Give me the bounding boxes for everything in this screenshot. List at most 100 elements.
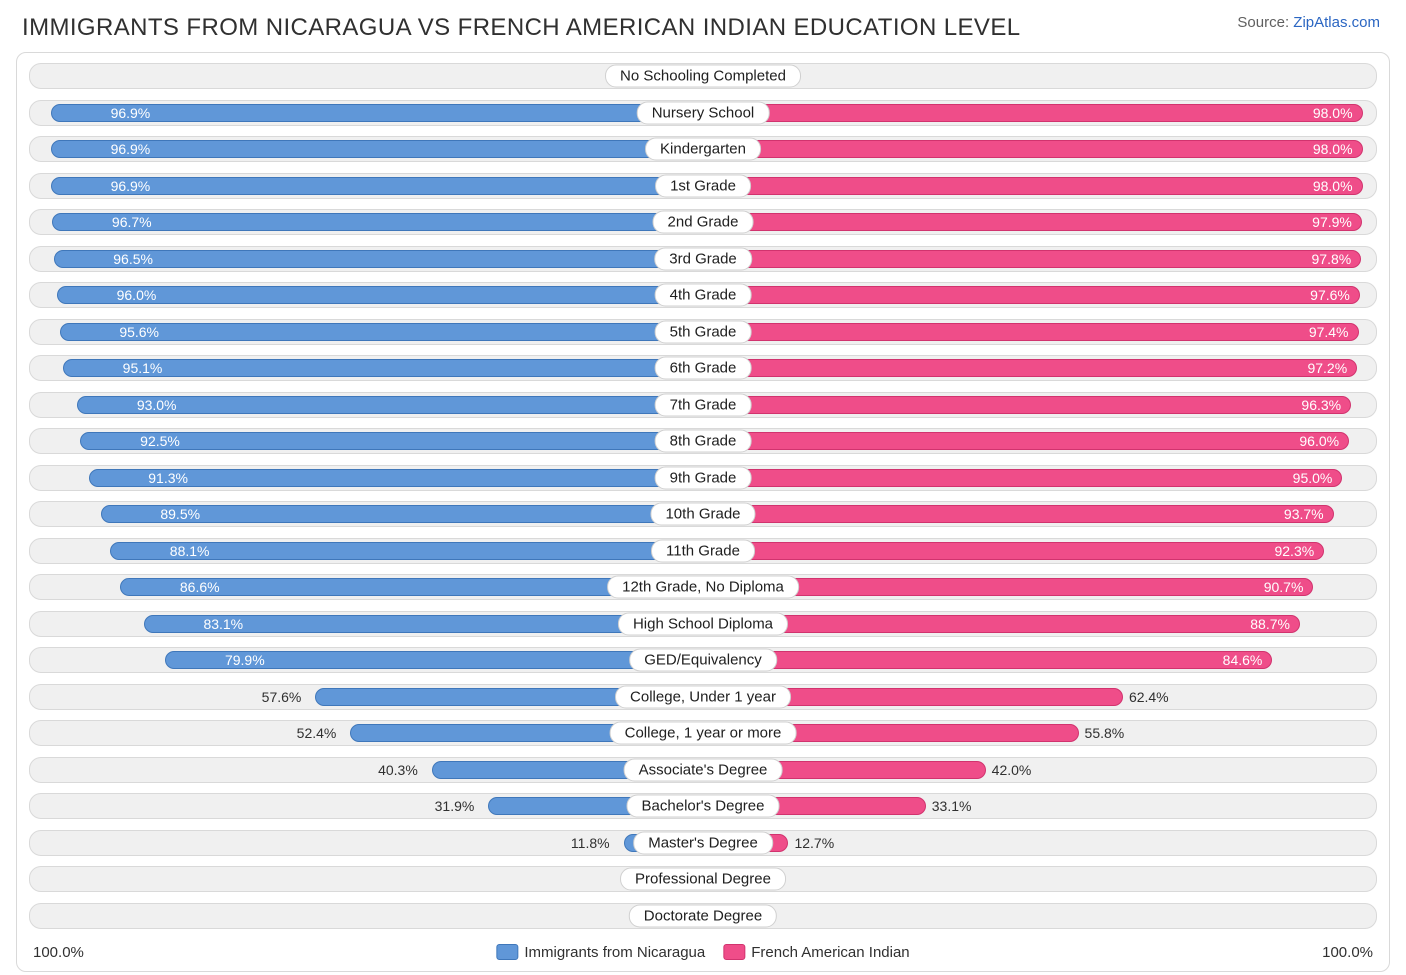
pct-left: 92.5% bbox=[130, 433, 180, 449]
bar-right bbox=[703, 177, 1363, 195]
legend-right-label: French American Indian bbox=[751, 944, 909, 961]
category-label: 12th Grade, No Diploma bbox=[607, 576, 799, 599]
bar-right bbox=[703, 359, 1357, 377]
category-label: 10th Grade bbox=[650, 503, 755, 526]
bar-right bbox=[703, 505, 1334, 523]
pct-left: 83.1% bbox=[193, 616, 243, 632]
category-label: High School Diploma bbox=[618, 612, 788, 635]
legend-swatch-left bbox=[496, 944, 518, 960]
chart-row: 96.7% 97.9% 2nd Grade bbox=[29, 209, 1377, 235]
chart-row: 96.9% 98.0% Nursery School bbox=[29, 100, 1377, 126]
pct-right: 84.6% bbox=[1223, 652, 1273, 668]
category-label: GED/Equivalency bbox=[629, 649, 777, 672]
category-label: Master's Degree bbox=[633, 831, 773, 854]
category-label: 8th Grade bbox=[655, 430, 752, 453]
pct-right: 88.7% bbox=[1250, 616, 1300, 632]
bar-right bbox=[703, 396, 1351, 414]
chart-row: 93.0%96.3%7th Grade bbox=[29, 392, 1377, 418]
pct-left: 52.4% bbox=[297, 725, 345, 741]
chart-row: 57.6% 62.4% College, Under 1 year bbox=[29, 684, 1377, 710]
chart-row: 95.6%97.4%5th Grade bbox=[29, 319, 1377, 345]
category-label: Doctorate Degree bbox=[629, 904, 777, 927]
pct-right: 97.9% bbox=[1312, 214, 1362, 230]
pct-left: 57.6% bbox=[262, 689, 310, 705]
source-prefix: Source: bbox=[1237, 14, 1293, 31]
pct-right: 96.3% bbox=[1301, 397, 1351, 413]
bar-right bbox=[703, 213, 1362, 231]
bar-right bbox=[703, 250, 1361, 268]
category-label: College, Under 1 year bbox=[615, 685, 791, 708]
pct-left: 96.0% bbox=[107, 287, 157, 303]
pct-right: 96.0% bbox=[1299, 433, 1349, 449]
pct-right: 97.6% bbox=[1310, 287, 1360, 303]
chart-row: 1.4%1.6%Doctorate Degree bbox=[29, 903, 1377, 929]
chart-row: 91.3% 95.0% 9th Grade bbox=[29, 465, 1377, 491]
pct-left: 40.3% bbox=[378, 762, 426, 778]
pct-right: 97.4% bbox=[1309, 324, 1359, 340]
pct-left: 31.9% bbox=[435, 798, 483, 814]
pct-right: 98.0% bbox=[1313, 105, 1363, 121]
category-label: Associate's Degree bbox=[624, 758, 783, 781]
pct-right: 33.1% bbox=[932, 798, 972, 814]
source-link[interactable]: ZipAtlas.com bbox=[1293, 14, 1380, 31]
legend-left-label: Immigrants from Nicaragua bbox=[524, 944, 705, 961]
pct-left: 96.9% bbox=[101, 141, 151, 157]
chart-row: 96.0% 97.6% 4th Grade bbox=[29, 282, 1377, 308]
chart-row: 11.8%12.7%Master's Degree bbox=[29, 830, 1377, 856]
bar-right bbox=[703, 615, 1300, 633]
category-label: 4th Grade bbox=[655, 284, 752, 307]
legend-swatch-right bbox=[723, 944, 745, 960]
category-label: 6th Grade bbox=[655, 357, 752, 380]
chart-row: 96.9% 98.0% 1st Grade bbox=[29, 173, 1377, 199]
pct-right: 97.8% bbox=[1312, 251, 1362, 267]
bar-right bbox=[703, 286, 1360, 304]
pct-right: 98.0% bbox=[1313, 178, 1363, 194]
chart-row: 96.5% 97.8% 3rd Grade bbox=[29, 246, 1377, 272]
pct-right: 92.3% bbox=[1274, 543, 1324, 559]
bar-right bbox=[703, 469, 1342, 487]
pct-left: 96.9% bbox=[101, 178, 151, 194]
pct-right: 97.2% bbox=[1307, 360, 1357, 376]
pct-left: 95.6% bbox=[109, 324, 159, 340]
category-label: 9th Grade bbox=[655, 466, 752, 489]
bar-right bbox=[703, 651, 1272, 669]
chart-title: IMMIGRANTS FROM NICARAGUA VS FRENCH AMER… bbox=[22, 14, 1020, 42]
diverging-bar-chart: 3.1%2.1%No Schooling Completed96.9%98.0%… bbox=[16, 52, 1390, 972]
category-label: Nursery School bbox=[637, 101, 770, 124]
pct-right: 42.0% bbox=[992, 762, 1032, 778]
pct-right: 62.4% bbox=[1129, 689, 1169, 705]
bar-right bbox=[703, 323, 1359, 341]
source-attribution: Source: ZipAtlas.com bbox=[1237, 14, 1380, 31]
chart-row: 31.9% 33.1% Bachelor's Degree bbox=[29, 793, 1377, 819]
pct-right: 12.7% bbox=[794, 835, 834, 851]
chart-row: 86.6%90.7%12th Grade, No Diploma bbox=[29, 574, 1377, 600]
bar-right bbox=[703, 104, 1363, 122]
axis-max-left: 100.0% bbox=[33, 944, 84, 961]
pct-right: 95.0% bbox=[1293, 470, 1343, 486]
bar-right bbox=[703, 542, 1324, 560]
axis-max-right: 100.0% bbox=[1322, 944, 1373, 961]
chart-row: 88.1%92.3%11th Grade bbox=[29, 538, 1377, 564]
chart-row: 52.4%55.8%College, 1 year or more bbox=[29, 720, 1377, 746]
pct-left: 96.9% bbox=[101, 105, 151, 121]
category-label: 2nd Grade bbox=[653, 211, 754, 234]
pct-left: 89.5% bbox=[150, 506, 200, 522]
legend-left: Immigrants from Nicaragua bbox=[496, 944, 705, 961]
pct-right: 93.7% bbox=[1284, 506, 1334, 522]
category-label: College, 1 year or more bbox=[610, 722, 797, 745]
category-label: Professional Degree bbox=[620, 868, 786, 891]
bar-right bbox=[703, 432, 1349, 450]
pct-left: 96.5% bbox=[103, 251, 153, 267]
chart-row: 3.7%3.8%Professional Degree bbox=[29, 866, 1377, 892]
category-label: Bachelor's Degree bbox=[627, 795, 780, 818]
chart-row: 89.5% 93.7% 10th Grade bbox=[29, 501, 1377, 527]
category-label: 3rd Grade bbox=[654, 247, 752, 270]
pct-left: 86.6% bbox=[170, 579, 220, 595]
chart-row: 83.1% 88.7% High School Diploma bbox=[29, 611, 1377, 637]
pct-left: 88.1% bbox=[160, 543, 210, 559]
pct-left: 96.7% bbox=[102, 214, 152, 230]
category-label: No Schooling Completed bbox=[605, 65, 801, 88]
pct-left: 91.3% bbox=[138, 470, 188, 486]
bar-right bbox=[703, 140, 1363, 158]
category-label: 1st Grade bbox=[655, 174, 751, 197]
